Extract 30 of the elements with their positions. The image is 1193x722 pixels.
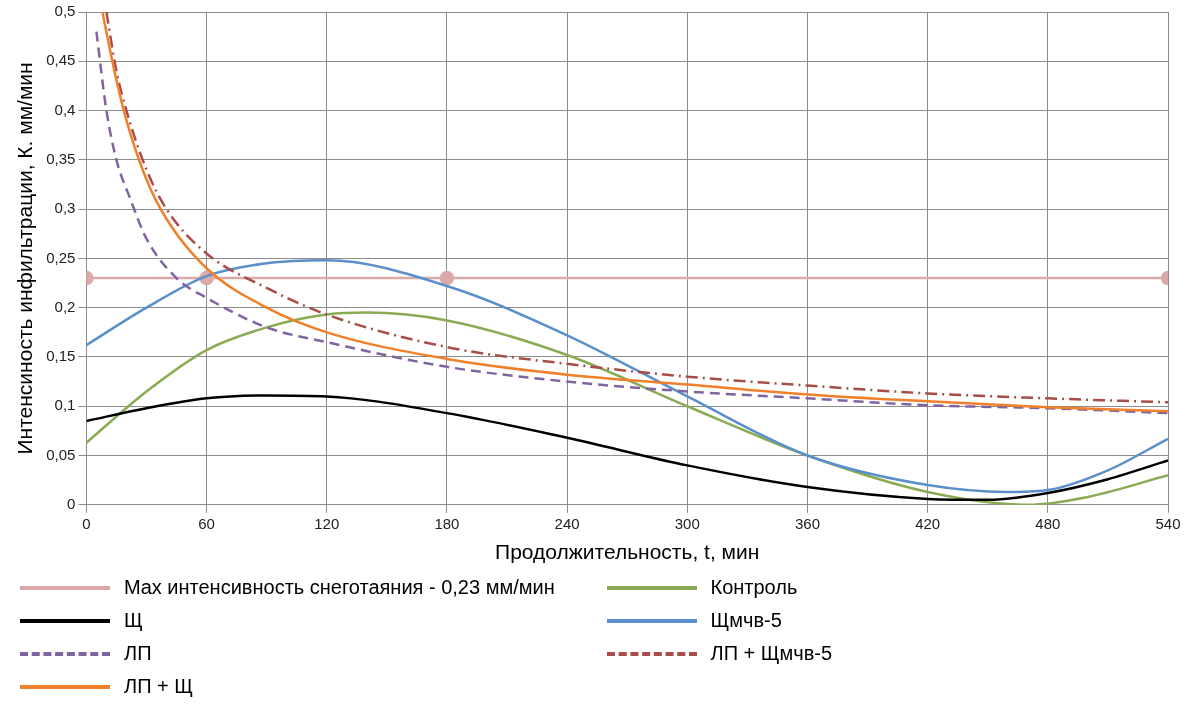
y-tick-label: 0,45: [46, 51, 76, 69]
x-tick-label: 120: [314, 514, 340, 532]
x-tick-label: 480: [1035, 514, 1061, 532]
y-tick-label: 0,5: [54, 2, 76, 20]
legend-label: Контроль: [710, 576, 798, 599]
y-tick-label: 0,4: [54, 100, 76, 118]
legend-label: Max интенсивность снеготаяния - 0,23 мм/мин: [124, 576, 555, 599]
legend-label: Щмчв-5: [710, 609, 782, 632]
x-tick-label: 420: [915, 514, 941, 532]
x-tick-label: 240: [554, 514, 580, 532]
x-tick-label: 540: [1155, 514, 1181, 532]
y-tick-label: 0,3: [54, 199, 76, 217]
legend-label: ЛП + Щ: [124, 675, 194, 698]
y-tick-label: 0,15: [46, 347, 76, 365]
y-tick-label: 0,05: [46, 445, 76, 463]
y-tick-label: 0,1: [54, 396, 76, 414]
y-axis-title: Интенсиность инфильтрации, К. мм/мин: [13, 62, 37, 455]
x-tick-label: 60: [198, 514, 215, 532]
x-tick-label: 180: [434, 514, 460, 532]
legend-label: ЛП + Щмчв-5: [710, 642, 833, 665]
x-tick-label: 0: [82, 514, 91, 532]
y-tick-label: 0: [67, 494, 76, 512]
legend-label: Щ: [124, 609, 143, 632]
y-tick-label: 0,25: [46, 248, 76, 266]
x-tick-label: 300: [674, 514, 700, 532]
legend-label: ЛП: [124, 642, 152, 665]
y-tick-label: 0,2: [54, 297, 76, 315]
y-tick-label: 0,35: [46, 149, 76, 167]
x-axis-title: Продолжительность, t, мин: [495, 540, 760, 564]
x-tick-label: 360: [794, 514, 820, 532]
